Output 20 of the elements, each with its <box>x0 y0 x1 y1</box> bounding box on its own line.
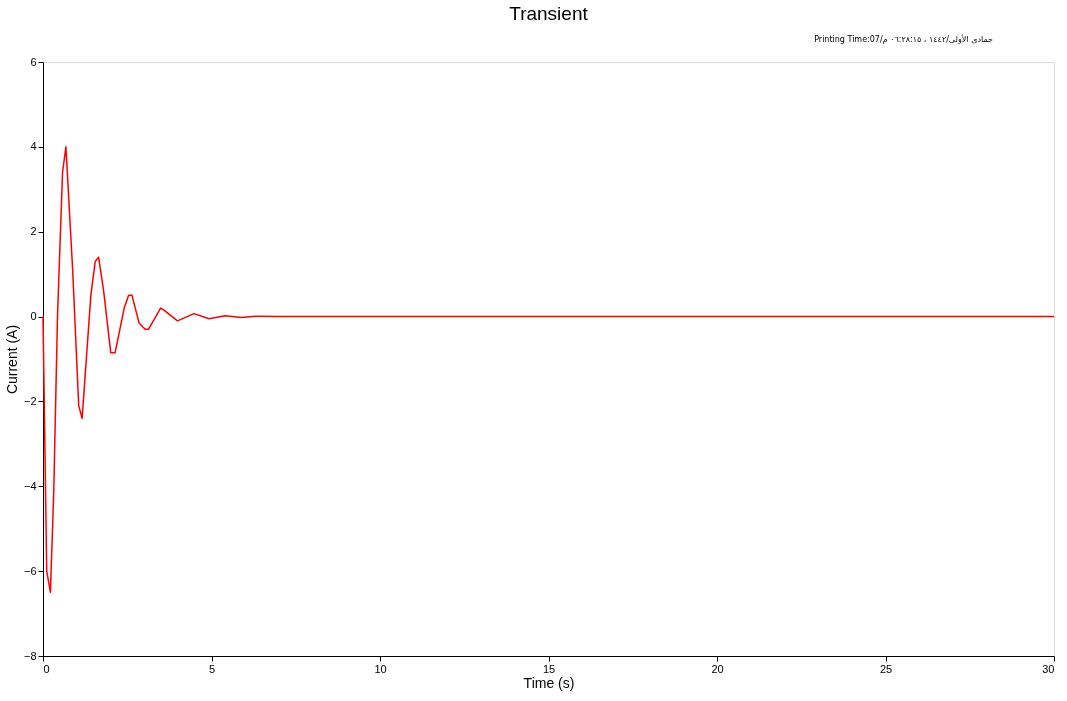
x-tick-label: 30 <box>1042 662 1055 675</box>
y-tick-label: −2 <box>23 394 37 407</box>
chart-title: Transient <box>509 3 589 24</box>
y-tick-label: −6 <box>23 564 37 577</box>
y-tick-label: 2 <box>30 225 37 238</box>
line-series <box>42 146 1055 594</box>
y-tick-label: −8 <box>23 649 37 662</box>
y-tick-label: 0 <box>30 310 37 323</box>
x-tick-label: 25 <box>879 662 893 675</box>
x-tick-label: 0 <box>43 662 50 675</box>
y-axis-title: Current (A) <box>3 324 20 395</box>
x-tick-label: 20 <box>711 662 724 675</box>
x-tick-label: 5 <box>208 662 216 675</box>
x-tick-label: 15 <box>542 662 556 675</box>
x-axis-title: Time (s) <box>523 674 575 691</box>
text: Printing Time:07/جمادى الأولى/١٤٤٢ ، ٠٦:٢٨:١٥ م <box>814 34 994 44</box>
x-tick-label: 10 <box>374 662 387 675</box>
y-tick-label: −4 <box>23 479 37 492</box>
y-tick-label: 6 <box>30 55 37 68</box>
y-tick-label: 4 <box>30 140 37 153</box>
